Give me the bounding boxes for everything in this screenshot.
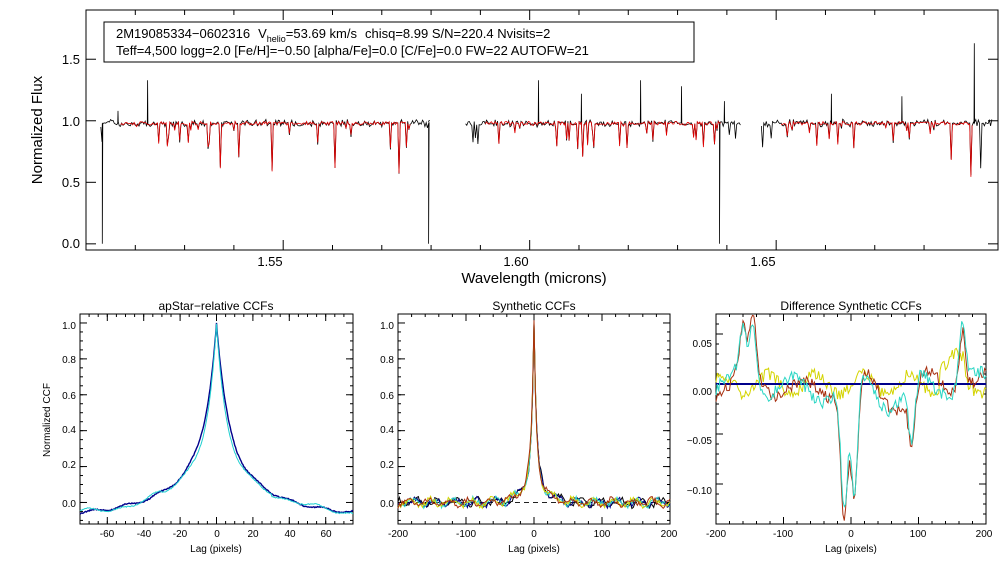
- synthetic-ccf-tick-labels: 0.0 0.2 0.4 0.6 0.8 1.0 -200 -100 0 100 …: [380, 321, 678, 540]
- synthetic-ccf-line-model-2: [397, 320, 671, 510]
- synthetic-xtick-label-3: 100: [594, 529, 611, 540]
- spectrum-info-line-2: Teff=4,500 logg=2.0 [Fe/H]=−0.50 [alpha/…: [116, 43, 589, 58]
- spectrum-xtick-label-0: 1.55: [257, 254, 282, 269]
- spectrum-info-line-1: 2M19085334−0602316 Vhelio=53.69 km/s chisq…: [116, 26, 550, 44]
- apstar-x-axis-label: Lag (pixels): [190, 544, 242, 555]
- model-spectrum-chip-1: [484, 119, 721, 157]
- synthetic-ytick-label-2: 0.4: [380, 425, 394, 436]
- synthetic-ccf-line-combined: [397, 324, 671, 510]
- apstar-ytick-label-1: 0.2: [62, 460, 76, 471]
- synthetic-ytick-label-1: 0.2: [380, 460, 394, 471]
- observed-spectrum-chip-0: [100, 80, 431, 244]
- apstar-ccf-series: [79, 322, 354, 515]
- diff-ytick-label-3: 0.05: [693, 339, 713, 350]
- apstar-ccf-ticks: [80, 314, 353, 524]
- diff-ccf-line-yellow: [715, 347, 987, 401]
- spectrum-series: [100, 43, 993, 244]
- apstar-ytick-label-5: 1.0: [62, 321, 76, 332]
- fit-stats: chisq=8.99 S/N=220.4 Nvisits=2: [365, 26, 550, 41]
- diff-x-axis-label: Lag (pixels): [825, 544, 877, 555]
- spectrum-frame: [85, 9, 999, 251]
- synthetic-ytick-label-3: 0.6: [380, 391, 394, 402]
- apstar-ccf-title: apStar−relative CCFs: [158, 299, 273, 313]
- model-spectrum-chip-2: [780, 120, 973, 177]
- synthetic-ccf-title: Synthetic CCFs: [492, 299, 575, 313]
- synthetic-xtick-label-0: -200: [388, 529, 408, 540]
- diff-ccf-line-diff: [715, 314, 987, 521]
- diff-xtick-label-2: 0: [848, 529, 854, 540]
- apstar-ccf-tick-labels: 0.0 0.2 0.4 0.6 0.8 1.0 -60 -40 -20 0 20…: [62, 321, 332, 540]
- apstar-ytick-label-3: 0.6: [62, 391, 76, 402]
- spectrum-ytick-label-2: 1.0: [62, 114, 80, 129]
- spectrum-y-axis-label: Normalized Flux: [29, 75, 46, 184]
- spectrum-xtick-label-2: 1.65: [750, 254, 775, 269]
- vhelio-prefix: V: [258, 26, 267, 41]
- apstar-xtick-label-6: 60: [320, 529, 332, 540]
- synthetic-ccf-series: [397, 320, 671, 510]
- apstar-ytick-label-2: 0.4: [62, 425, 76, 436]
- diff-xtick-label-3: 100: [910, 529, 927, 540]
- spectrum-y-ticks: [86, 58, 998, 245]
- synthetic-ccf-line-visit-1: [397, 323, 671, 510]
- spectrum-ytick-label-1: 0.5: [62, 175, 80, 190]
- apstar-xtick-label-0: -60: [100, 529, 115, 540]
- synthetic-xtick-label-1: -100: [456, 529, 476, 540]
- apstar-xtick-label-4: 20: [247, 529, 259, 540]
- spectrum-xtick-label-1: 1.60: [503, 254, 528, 269]
- apstar-xtick-label-5: 40: [284, 529, 296, 540]
- synthetic-xtick-label-2: 0: [531, 529, 537, 540]
- vhelio-subscript: helio: [267, 34, 286, 44]
- diff-ytick-label-2: 0.00: [693, 387, 713, 398]
- observed-spectrum-chip-1: [465, 80, 741, 244]
- spectrum-ytick-label-3: 1.5: [62, 52, 80, 67]
- synthetic-ccf-chart: Synthetic CCFs 0.0 0.2 0.4 0.6 0.8 1.0 -…: [380, 299, 678, 555]
- diff-xtick-label-0: -200: [706, 529, 726, 540]
- observed-spectrum-chip-2: [761, 43, 993, 176]
- star-id: 2M19085334−0602316: [116, 26, 250, 41]
- diff-xtick-label-1: -100: [773, 529, 793, 540]
- diff-ccf-series: [715, 314, 987, 521]
- apstar-xtick-label-2: -20: [173, 529, 188, 540]
- spectrum-chart: 0.0 0.5 1.0 1.5 1.55 1.60 1.65 Wavelengt…: [29, 9, 999, 287]
- diff-ytick-label-1: −0.05: [687, 436, 713, 447]
- synthetic-xtick-label-4: 200: [661, 529, 678, 540]
- apstar-xtick-label-3: 0: [214, 529, 220, 540]
- apstar-ccf-frame: [79, 313, 354, 525]
- diff-ytick-label-0: −0.10: [687, 486, 713, 497]
- synthetic-ytick-label-5: 1.0: [380, 321, 394, 332]
- diff-ccf-title: Difference Synthetic CCFs: [780, 299, 921, 313]
- spectrum-tick-labels: 0.0 0.5 1.0 1.5 1.55 1.60 1.65: [62, 52, 776, 269]
- apstar-y-axis-label: Normalized CCF: [42, 383, 53, 457]
- spectrum-x-ticks: [134, 10, 925, 250]
- apstar-ytick-label-0: 0.0: [62, 499, 76, 510]
- spectrum-ytick-label-0: 0.0: [62, 236, 80, 251]
- vhelio-value: =53.69 km/s: [286, 26, 358, 41]
- spectrum-x-axis-label: Wavelength (microns): [461, 270, 606, 287]
- spectrum-info-box: [103, 21, 695, 63]
- apstar-ytick-label-4: 0.8: [62, 355, 76, 366]
- apstar-xtick-label-1: -40: [137, 529, 152, 540]
- synthetic-x-axis-label: Lag (pixels): [508, 544, 560, 555]
- diff-ccf-chart: Difference Synthetic CCFs −0.10 −0.05 0.…: [687, 299, 993, 555]
- synthetic-ytick-label-0: 0.0: [380, 499, 394, 510]
- apstar-ccf-line-visit-2: [79, 323, 354, 515]
- synthetic-ytick-label-4: 0.8: [380, 355, 394, 366]
- apstar-ccf-chart: apStar−relative CCFs 0.0 0.2 0.4 0.6 0.8…: [42, 299, 354, 555]
- synthetic-ccf-line-visit-2: [397, 327, 671, 510]
- diff-ccf-line-visit-2: [715, 321, 987, 508]
- diff-xtick-label-4: 200: [976, 529, 993, 540]
- diff-ccf-tick-labels: −0.10 −0.05 0.00 0.05 -200 -100 0 100 20…: [687, 339, 993, 540]
- apstar-ccf-line-visit-1: [79, 322, 354, 515]
- model-spectrum-chip-0: [120, 120, 411, 174]
